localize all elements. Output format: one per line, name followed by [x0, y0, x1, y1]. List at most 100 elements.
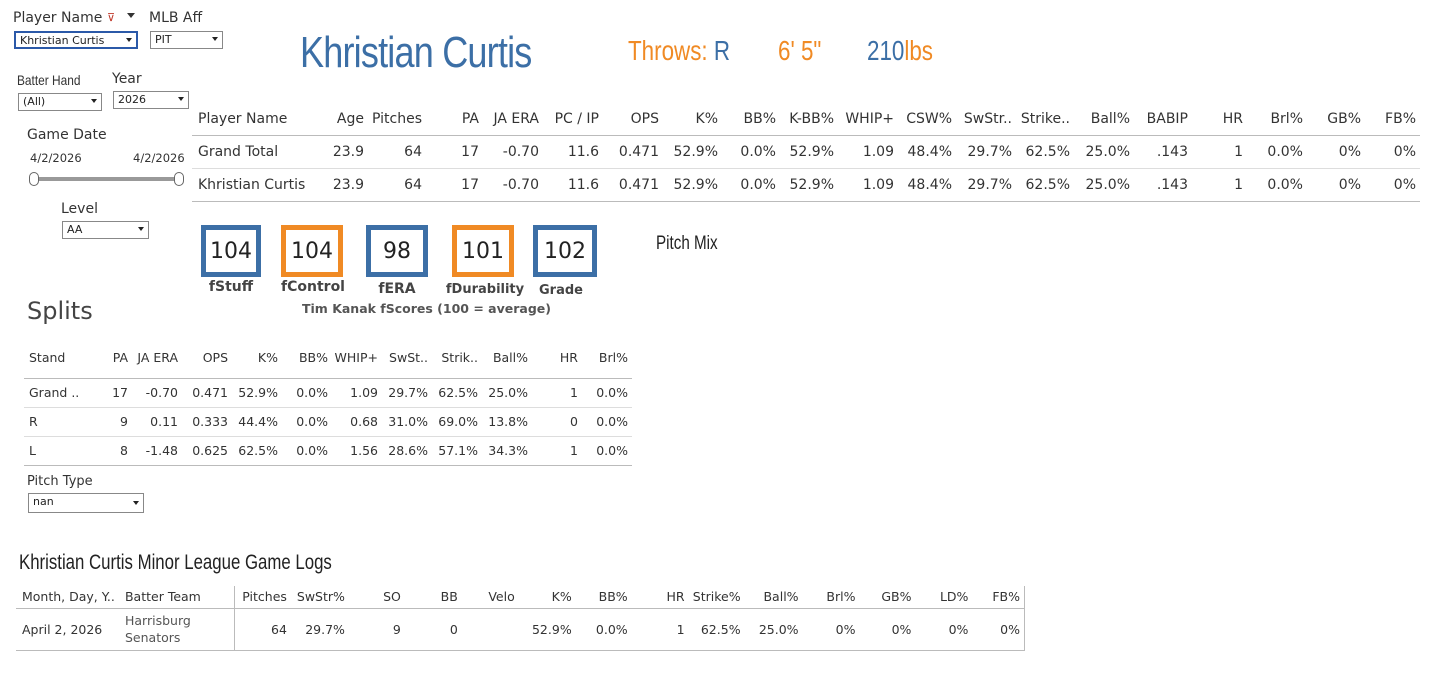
- column-header[interactable]: Age: [336, 111, 364, 127]
- column-header[interactable]: OPS: [202, 350, 228, 366]
- batter-team-line-2: Senators: [124, 630, 181, 645]
- game-date-end: 4/2/2026: [133, 151, 185, 165]
- table-cell: 1: [1234, 144, 1243, 160]
- column-header[interactable]: Brl%: [1270, 111, 1303, 127]
- table-cell: 52.9%: [789, 177, 834, 193]
- column-header[interactable]: Player Name: [198, 111, 288, 127]
- column-header[interactable]: GB%: [881, 589, 912, 605]
- fstuff-score-box: 104: [201, 225, 261, 277]
- column-header[interactable]: K%: [257, 350, 278, 366]
- column-header[interactable]: Ball%: [492, 350, 528, 366]
- height-feet: 6': [778, 35, 795, 66]
- column-header[interactable]: BABIP: [1146, 111, 1188, 127]
- filter-menu-chevron-icon[interactable]: [127, 13, 135, 18]
- column-header[interactable]: Strike%: [692, 589, 741, 605]
- column-header[interactable]: K-BB%: [789, 111, 834, 127]
- year-dropdown-value: 2026: [118, 93, 146, 106]
- column-header[interactable]: JA ERA: [493, 111, 540, 127]
- table-cell: 62.5%: [438, 385, 478, 400]
- table-cell: 0.0%: [740, 144, 776, 160]
- pitch-mix-title: Pitch Mix: [656, 233, 718, 254]
- table-cell: 0.0%: [595, 621, 628, 637]
- table-cell: -0.70: [502, 144, 539, 160]
- column-header[interactable]: K%: [551, 589, 572, 605]
- game-date-slider-start-handle[interactable]: [29, 172, 39, 186]
- table-cell: 57.1%: [438, 443, 478, 458]
- table-cell: 17: [112, 385, 128, 400]
- column-header[interactable]: Velo: [488, 589, 515, 605]
- chevron-down-icon: [178, 97, 184, 101]
- table-cell: 8: [120, 443, 128, 458]
- column-header[interactable]: JA ERA: [137, 350, 178, 366]
- table-cell: 34.3%: [488, 443, 528, 458]
- fstuff-label: fStuff: [208, 279, 254, 295]
- year-dropdown[interactable]: 2026: [113, 91, 189, 109]
- column-header[interactable]: SO: [383, 589, 401, 605]
- column-header[interactable]: Strik..: [441, 350, 478, 366]
- table-cell: 1: [570, 385, 578, 400]
- column-header[interactable]: Ball%: [763, 589, 799, 605]
- column-header[interactable]: CSW%: [906, 111, 952, 127]
- table-cell: 25.0%: [1085, 144, 1130, 160]
- column-header[interactable]: Brl%: [598, 350, 628, 366]
- player-name-filter-label: Player Name: [13, 10, 103, 26]
- column-header[interactable]: HR: [1222, 111, 1243, 127]
- column-header[interactable]: LD%: [939, 589, 969, 605]
- column-header[interactable]: PC / IP: [554, 111, 599, 127]
- column-header[interactable]: Pitches: [234, 586, 287, 608]
- mlb-aff-dropdown[interactable]: PIT: [150, 31, 223, 49]
- table-cell: 0%: [1393, 177, 1416, 193]
- table-cell: 9: [120, 414, 128, 429]
- table-cell: 29.7%: [967, 177, 1012, 193]
- table-cell: -0.70: [145, 385, 178, 400]
- column-header[interactable]: Stand: [29, 350, 66, 366]
- table-cell: Grand ..: [29, 385, 80, 400]
- game-date-slider-track[interactable]: [32, 177, 182, 181]
- table-cell: 52.9%: [531, 621, 572, 637]
- column-header[interactable]: WHIP+: [334, 350, 378, 366]
- column-header[interactable]: HR: [559, 350, 578, 366]
- column-header[interactable]: FB%: [1385, 111, 1416, 127]
- column-header[interactable]: SwStr..: [963, 111, 1012, 127]
- column-header[interactable]: BB: [440, 589, 458, 605]
- column-header[interactable]: Ball%: [1090, 111, 1130, 127]
- column-header[interactable]: HR: [666, 589, 685, 605]
- level-dropdown[interactable]: AA: [62, 221, 149, 239]
- game-date-slider-end-handle[interactable]: [174, 172, 184, 186]
- clear-filter-icon[interactable]: ⊽: [107, 11, 116, 24]
- column-header[interactable]: PA: [461, 111, 479, 127]
- pitch-type-dropdown-value: nan: [33, 495, 54, 508]
- batter-hand-filter-label: Batter Hand: [17, 72, 81, 88]
- batter-hand-dropdown[interactable]: (All): [18, 93, 102, 111]
- column-header[interactable]: Pitches: [372, 111, 422, 127]
- table-cell: 64: [234, 608, 287, 650]
- column-header[interactable]: PA: [112, 350, 128, 366]
- column-header[interactable]: WHIP+: [845, 111, 894, 127]
- table-cell: 0.0%: [1267, 177, 1303, 193]
- column-header[interactable]: Month, Day, Y..: [22, 589, 115, 605]
- column-header[interactable]: K%: [695, 111, 718, 127]
- column-header[interactable]: GB%: [1327, 111, 1361, 127]
- column-header[interactable]: Strike..: [1020, 111, 1070, 127]
- column-header[interactable]: BB%: [598, 589, 628, 605]
- table-row: April 2, 2026 Harrisburg Senators 64 29.7…: [16, 608, 1026, 650]
- column-header[interactable]: FB%: [968, 586, 1026, 608]
- column-header[interactable]: BB%: [743, 111, 776, 127]
- column-header[interactable]: BB%: [298, 350, 328, 366]
- column-header[interactable]: SwStr%: [296, 589, 345, 605]
- pitch-type-dropdown[interactable]: nan: [28, 493, 144, 513]
- player-name-dropdown[interactable]: Khristian Curtis: [14, 31, 138, 49]
- table-cell: 64: [404, 144, 422, 160]
- table-cell: 48.4%: [907, 177, 952, 193]
- weight-value: 210: [867, 35, 905, 66]
- column-header[interactable]: OPS: [630, 111, 659, 127]
- table-cell: 0.333: [192, 414, 228, 429]
- column-header[interactable]: Batter Team: [124, 589, 201, 605]
- summary-table: Player Name Age Pitches PA JA ERA PC / I…: [192, 103, 1420, 202]
- column-header[interactable]: Brl%: [826, 589, 856, 605]
- table-cell: 62.5%: [700, 621, 741, 637]
- throws-value: R: [713, 35, 731, 66]
- fera-score-box: 98: [366, 225, 428, 277]
- column-header[interactable]: SwSt..: [389, 350, 428, 366]
- table-cell: 23.9: [332, 144, 364, 160]
